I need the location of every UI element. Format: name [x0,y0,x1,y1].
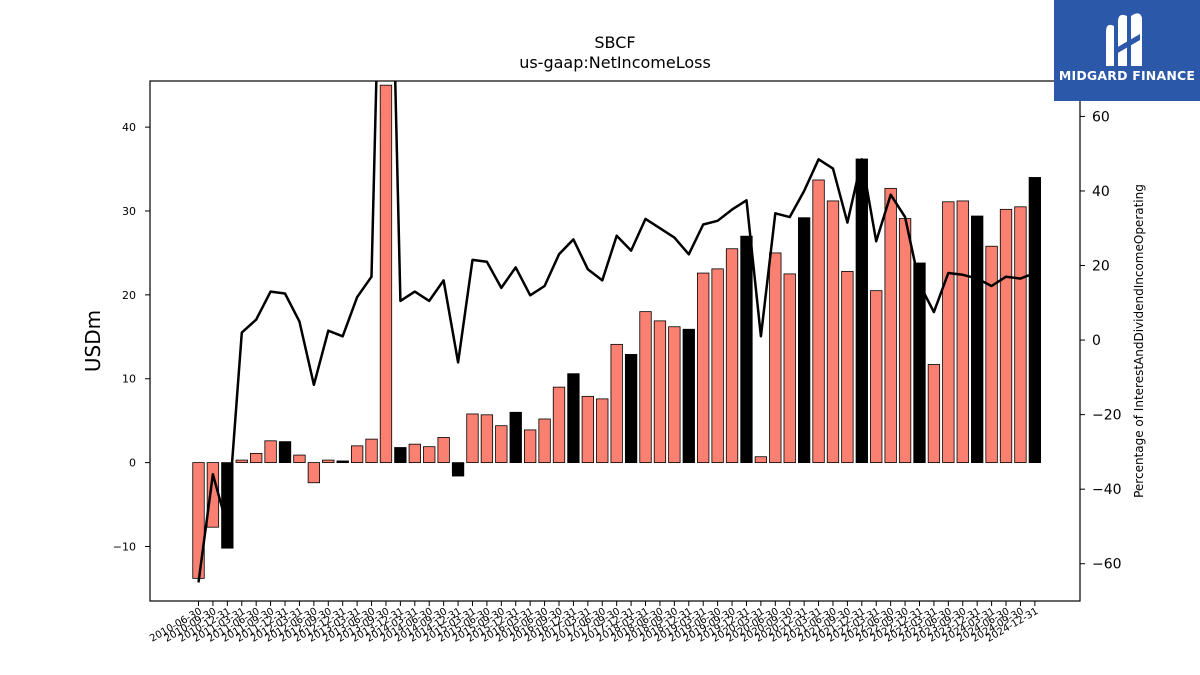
bar [740,235,753,464]
plot-frame [149,80,1081,602]
bar [379,84,393,464]
brand-logo: MIDGARD FINANCE [1054,0,1200,101]
y2-tick-label: 60 [1092,109,1110,125]
brand-name: MIDGARD FINANCE [1058,68,1196,83]
ratio-line [197,81,1036,583]
bar [812,179,825,464]
bar [697,272,710,464]
line-series [197,81,1036,583]
bar [624,354,638,464]
bar [797,217,811,464]
left-axis: −10 0 10 20 30 40 [113,121,150,553]
bar [653,320,667,464]
bar [250,452,263,464]
y2-tick-label: 0 [1092,333,1101,349]
bar [668,326,681,464]
bar [711,268,724,464]
bar-series [192,84,1042,579]
y-axis-label: USDm [81,310,105,372]
y2-tick-label: 20 [1092,259,1110,275]
bar [538,418,551,464]
bar [278,441,292,464]
bar [725,248,739,464]
bar [451,462,465,477]
bar [841,270,854,464]
bar [855,158,868,464]
y2-tick-label: −40 [1092,482,1122,498]
bar [985,245,998,464]
bar [826,200,840,464]
y-tick-label: 30 [122,205,136,218]
bar [408,443,421,464]
bar [682,328,695,464]
bar [350,445,364,464]
bar [927,364,941,464]
bar [480,414,494,464]
y2-axis-label: Percentage of InterestAndDividendIncomeO… [1132,184,1146,498]
y2-tick-label: −60 [1092,557,1122,573]
y-tick-label: 40 [122,121,136,134]
bar [610,343,623,464]
bar [956,200,969,464]
bar [466,413,479,464]
bar [870,290,883,464]
right-axis: −60 −40 −20 0 20 40 60 [1080,109,1122,573]
y2-tick-label: −20 [1092,408,1122,424]
bar [898,218,912,464]
bar [971,215,984,464]
bar [999,208,1013,464]
bar [783,273,796,464]
bar [913,262,926,464]
bar [596,398,609,464]
y-tick-label: 20 [122,289,136,302]
bar [639,311,652,464]
y-tick-label: −10 [113,540,136,553]
bar [495,425,508,464]
midgard-m-logo-icon [1106,13,1142,66]
bar [567,373,580,464]
bar [552,386,566,464]
bar [769,252,782,464]
chart-title: SBCF [594,33,635,52]
bar [524,429,537,464]
bar [423,446,436,464]
bar [293,454,306,464]
x-axis: 2010-06-302010-09-302010-12-312011-03-31… [148,601,1040,645]
y2-tick-label: 40 [1092,184,1110,200]
bar [264,440,277,464]
bar [884,187,897,464]
bar [322,459,335,464]
bar [437,437,450,464]
bar [336,460,349,464]
bar [1014,206,1027,464]
bar [581,395,594,464]
bar [394,447,407,464]
y-tick-label: 0 [129,457,136,470]
bar [754,456,768,464]
bar [942,201,955,464]
y-tick-label: 10 [122,373,136,386]
bar [235,459,248,464]
bar [307,462,321,484]
bar [1028,177,1042,464]
bar [509,411,522,464]
chart-subtitle: us-gaap:NetIncomeLoss [519,53,711,72]
bar [365,438,378,464]
